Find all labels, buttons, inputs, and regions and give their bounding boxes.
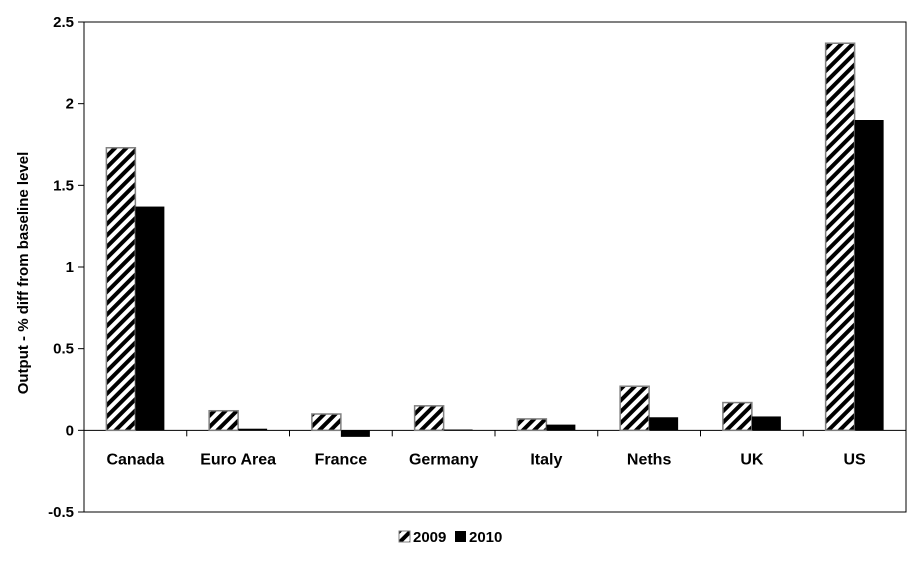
x-tick-label: UK	[740, 451, 764, 468]
y-tick-label: 1	[66, 259, 74, 276]
bar-2009-euro-area	[208, 409, 239, 432]
x-tick-label: US	[844, 451, 867, 468]
y-tick-label: 2	[66, 96, 74, 113]
bar-2009-germany	[413, 405, 445, 432]
x-tick-label: Germany	[409, 451, 478, 468]
bar-2009-us	[824, 42, 856, 432]
bar-2010-germany	[443, 429, 473, 431]
plot-area	[83, 21, 907, 513]
bars	[105, 42, 884, 437]
y-tick-label: 1.5	[53, 177, 74, 194]
bar-2009-uk	[722, 401, 753, 432]
legend-swatch-2010	[455, 531, 466, 542]
x-axis-labels: Canada Euro Area France Germany Italy Neths UK…	[83, 430, 907, 468]
bar-2010-france	[340, 430, 370, 437]
y-axis: -0.5 0 0.5 1 1.5 2 2.5	[48, 14, 84, 521]
legend-swatch-2009	[398, 530, 411, 543]
bar-2010-neths	[649, 417, 679, 431]
bar-2009-canada	[105, 147, 137, 432]
y-axis-title: Output - % diff from baseline level	[15, 152, 32, 395]
y-tick-label: -0.5	[48, 504, 74, 521]
y-tick-label: 0.5	[53, 341, 74, 358]
bar-2010-us	[854, 120, 884, 431]
bar-2009-neths	[619, 385, 650, 432]
legend-label-2009: 2009	[413, 529, 446, 546]
legend-label-2010: 2010	[469, 529, 502, 546]
y-tick-label: 0	[66, 422, 74, 439]
x-tick-label: Canada	[106, 451, 164, 468]
bar-2010-italy	[546, 424, 576, 431]
x-tick-label: Italy	[530, 451, 562, 468]
x-tick-label: France	[315, 451, 368, 468]
bar-2009-italy	[516, 418, 548, 432]
y-tick-label: 2.5	[53, 14, 74, 31]
bar-2010-uk	[751, 416, 781, 431]
legend: 2009 2010	[398, 529, 502, 546]
x-tick-label: Euro Area	[200, 451, 276, 468]
bar-2009-france	[311, 413, 342, 432]
bar-2010-canada	[135, 206, 165, 431]
plot-frame	[83, 21, 907, 513]
bar-2010-euro-area	[238, 428, 268, 431]
x-tick-label: Neths	[627, 451, 672, 468]
